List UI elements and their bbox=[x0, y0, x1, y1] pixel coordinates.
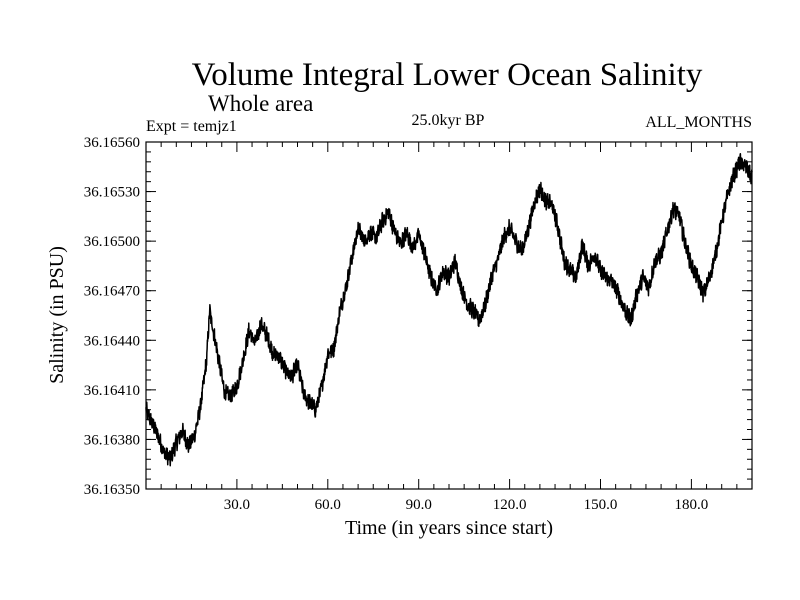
y-tick-labels: 36.16350 36.16380 36.16410 36.16440 36.16470… bbox=[84, 135, 140, 498]
x-tick-label: 30.0 bbox=[224, 497, 250, 513]
y-tick-label: 36.16470 bbox=[84, 284, 140, 300]
y-tick-label: 36.16530 bbox=[84, 185, 140, 201]
plot-frame bbox=[145, 141, 753, 490]
x-tick-label: 150.0 bbox=[584, 497, 618, 513]
x-tick-label: 90.0 bbox=[406, 497, 432, 513]
y-tick-label: 36.16560 bbox=[84, 135, 140, 151]
x-tick-label: 180.0 bbox=[675, 497, 709, 513]
y-axis-label: Salinity (in PSU) bbox=[46, 246, 68, 384]
y-tick-label: 36.16380 bbox=[84, 432, 140, 448]
x-tick-labels: 30.0 60.0 90.0 120.0 150.0 180.0 bbox=[224, 497, 709, 513]
salinity-series-line bbox=[145, 152, 753, 467]
y-tick-label: 36.16350 bbox=[84, 482, 140, 498]
y-tick-label: 36.16440 bbox=[84, 333, 140, 349]
y-tick-label: 36.16410 bbox=[84, 383, 140, 399]
x-tick-label: 60.0 bbox=[315, 497, 341, 513]
x-axis-label: Time (in years since start) bbox=[345, 517, 553, 539]
annotation-center: 25.0kyr BP bbox=[412, 112, 485, 129]
y-tick-label: 36.16500 bbox=[84, 234, 140, 250]
annotation-left: Expt = temjz1 bbox=[146, 118, 237, 135]
axis-ticks bbox=[146, 141, 752, 490]
annotation-right: ALL_MONTHS bbox=[645, 114, 752, 131]
chart-title: Volume Integral Lower Ocean Salinity bbox=[192, 57, 703, 93]
chart-subtitle: Whole area bbox=[208, 91, 313, 116]
series-layer bbox=[145, 152, 753, 467]
x-tick-label: 120.0 bbox=[493, 497, 527, 513]
